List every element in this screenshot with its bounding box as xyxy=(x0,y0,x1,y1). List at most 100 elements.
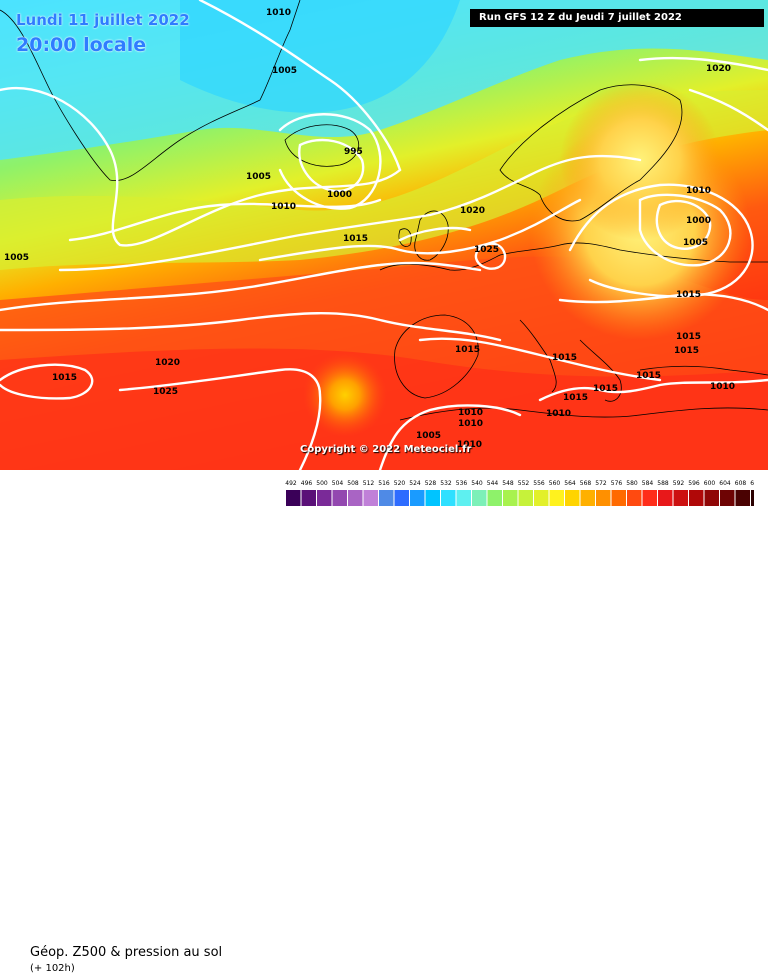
scale-swatch xyxy=(301,490,316,506)
scale-tick-label: 528 xyxy=(425,480,437,487)
scale-swatch xyxy=(441,490,456,506)
scale-tick-label: 516 xyxy=(378,480,390,487)
scale-tick-label: 596 xyxy=(688,480,700,487)
scale-tick-label: 496 xyxy=(301,480,313,487)
forecast-date: Lundi 11 juillet 2022 xyxy=(16,11,190,29)
scale-swatch xyxy=(456,490,471,506)
scale-tick-label: 564 xyxy=(564,480,576,487)
scale-tick-label: 536 xyxy=(456,480,468,487)
scale-tick-label: 560 xyxy=(549,480,561,487)
scale-tick-label: 608 xyxy=(735,480,747,487)
isobar-label: 1005 xyxy=(272,66,297,76)
scale-swatch xyxy=(704,490,719,506)
isobar-label: 1005 xyxy=(416,431,441,441)
scale-tick-label: 604 xyxy=(719,480,731,487)
isobar-label: 1015 xyxy=(676,290,701,300)
scale-swatch xyxy=(425,490,440,506)
scale-swatch xyxy=(673,490,688,506)
scale-swatch xyxy=(580,490,595,506)
scale-swatch xyxy=(658,490,673,506)
scale-swatch xyxy=(317,490,332,506)
isobar-label: 1020 xyxy=(706,64,731,74)
run-info: Run GFS 12 Z du Jeudi 7 juillet 2022 xyxy=(470,9,764,27)
scale-tick-label: 576 xyxy=(611,480,623,487)
scale-tick-label: 520 xyxy=(394,480,406,487)
scale-swatch xyxy=(627,490,642,506)
isobar-label: 1025 xyxy=(474,245,499,255)
isobar-label: 1020 xyxy=(460,206,485,216)
isobar-label: 1010 xyxy=(686,186,711,196)
scale-swatch xyxy=(503,490,518,506)
isobar-label: 1015 xyxy=(343,234,368,244)
scale-swatch xyxy=(596,490,611,506)
coastlines xyxy=(0,0,768,421)
weather-map: 1010 1005 995 1005 1000 1010 1015 1020 1… xyxy=(0,0,768,470)
scale-swatch xyxy=(735,490,750,506)
scale-tick-label: 524 xyxy=(409,480,421,487)
scale-swatch xyxy=(720,490,735,506)
scale-tick-label: 512 xyxy=(363,480,375,487)
scale-tick-label: 544 xyxy=(487,480,499,487)
copyright: Copyright © 2022 Meteociel.fr xyxy=(300,444,472,455)
scale-tick-label: 584 xyxy=(642,480,654,487)
isobar-labels: 1010 1005 995 1005 1000 1010 1015 1020 1… xyxy=(4,8,735,450)
isobar-label: 1005 xyxy=(4,253,29,263)
scale-swatch xyxy=(379,490,394,506)
isobar-label: 1025 xyxy=(153,387,178,397)
scale-tick-label: 592 xyxy=(673,480,685,487)
isobars xyxy=(0,0,768,470)
scale-tick-label: 500 xyxy=(316,480,328,487)
isobar-label: 1020 xyxy=(155,358,180,368)
scale-tick-label: 580 xyxy=(626,480,638,487)
scale-tick-label: 552 xyxy=(518,480,530,487)
field-title: Géop. Z500 & pression au sol xyxy=(30,945,223,960)
scale-tick-label: 572 xyxy=(595,480,607,487)
isobar-label: 1015 xyxy=(563,393,588,403)
color-scale: 492 496 500 504 508 512 516 520 524 528 532 536 540 5… xyxy=(285,480,754,506)
scale-swatch xyxy=(332,490,347,506)
scale-swatch xyxy=(487,490,502,506)
scale-swatch xyxy=(549,490,564,506)
scale-swatch xyxy=(286,490,301,506)
scale-tick-label: 504 xyxy=(332,480,344,487)
isobar-label: 995 xyxy=(344,147,363,157)
isobar-label: 1010 xyxy=(546,409,571,419)
scale-swatch xyxy=(518,490,533,506)
isobar-label: 1015 xyxy=(52,373,77,383)
isobar-label: 1010 xyxy=(458,408,483,418)
isobar-label: 1010 xyxy=(458,419,483,429)
scale-swatch xyxy=(534,490,549,506)
isobar-label: 1000 xyxy=(686,216,711,226)
isobar-label: 1010 xyxy=(710,382,735,392)
isobar-label: 1015 xyxy=(552,353,577,363)
isobar-label: 1015 xyxy=(593,384,618,394)
scale-swatch xyxy=(611,490,626,506)
scale-tick-label: 532 xyxy=(440,480,452,487)
scale-tick-label: 548 xyxy=(502,480,514,487)
scale-swatch xyxy=(394,490,409,506)
geopotential-field: 1010 1005 995 1005 1000 1010 1015 1020 1… xyxy=(0,0,768,470)
legend-footer: Géop. Z500 & pression au sol (+ 102h) 49… xyxy=(0,470,768,974)
isobar-label: 1005 xyxy=(683,238,708,248)
isobar-label: 1005 xyxy=(246,172,271,182)
scale-swatch xyxy=(363,490,378,506)
scale-tick-label: 492 xyxy=(285,480,297,487)
scale-tick-label: 508 xyxy=(347,480,359,487)
scale-swatch xyxy=(565,490,580,506)
scale-swatch xyxy=(642,490,657,506)
scale-tick-label: 568 xyxy=(580,480,592,487)
isobar-label: 1015 xyxy=(455,345,480,355)
isobar-label: 1010 xyxy=(271,202,296,212)
scale-tick-label: 612 xyxy=(750,480,754,487)
isobar-label: 1015 xyxy=(674,346,699,356)
scale-swatch xyxy=(472,490,487,506)
forecast-time: 20:00 locale xyxy=(16,34,147,56)
scale-tick-label: 588 xyxy=(657,480,669,487)
scale-tick-label: 540 xyxy=(471,480,483,487)
scale-swatch xyxy=(410,490,425,506)
lead-time: (+ 102h) xyxy=(30,963,75,974)
isobar-label: 1000 xyxy=(327,190,352,200)
scale-swatch xyxy=(348,490,363,506)
isobar-label: 1015 xyxy=(676,332,701,342)
scale-tick-label: 556 xyxy=(533,480,545,487)
